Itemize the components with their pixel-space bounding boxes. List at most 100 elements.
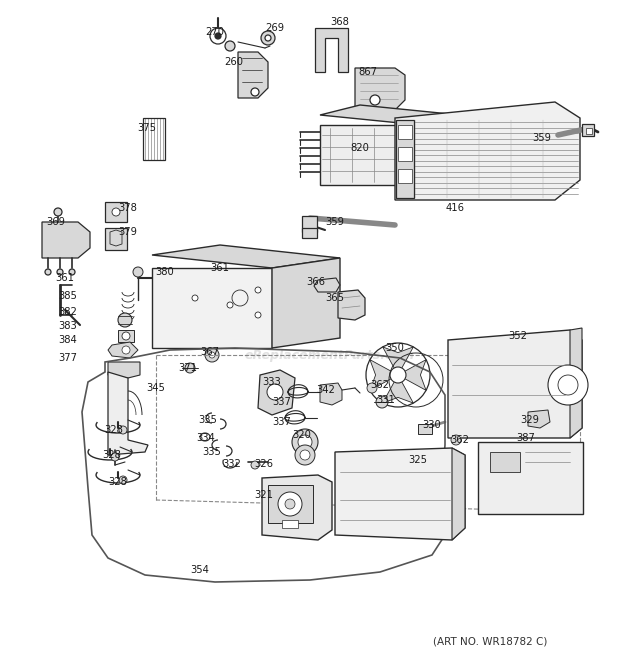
- FancyBboxPatch shape: [478, 442, 583, 514]
- Text: 330: 330: [423, 420, 441, 430]
- Text: 345: 345: [146, 383, 166, 393]
- Text: 321: 321: [254, 490, 273, 500]
- Circle shape: [192, 295, 198, 301]
- Circle shape: [267, 384, 283, 400]
- Text: 382: 382: [58, 307, 78, 317]
- Polygon shape: [448, 330, 582, 438]
- Circle shape: [133, 267, 143, 277]
- Polygon shape: [355, 68, 405, 110]
- Polygon shape: [338, 290, 365, 320]
- Text: 326: 326: [254, 459, 273, 469]
- Text: 325: 325: [409, 455, 428, 465]
- Text: 332: 332: [223, 459, 241, 469]
- Circle shape: [251, 461, 259, 469]
- Text: 333: 333: [263, 377, 281, 387]
- Circle shape: [255, 287, 261, 293]
- Polygon shape: [262, 475, 332, 540]
- Circle shape: [278, 492, 302, 516]
- Circle shape: [292, 429, 318, 455]
- Polygon shape: [314, 278, 340, 292]
- Text: 375: 375: [138, 123, 156, 133]
- Polygon shape: [315, 28, 348, 72]
- Text: 328: 328: [102, 450, 122, 460]
- Polygon shape: [108, 342, 138, 358]
- Text: 368: 368: [330, 17, 350, 27]
- Text: 385: 385: [58, 291, 78, 301]
- Text: 820: 820: [350, 143, 370, 153]
- Text: 352: 352: [508, 331, 528, 341]
- Text: 387: 387: [516, 433, 536, 443]
- Polygon shape: [108, 362, 140, 378]
- Circle shape: [225, 41, 235, 51]
- Text: 269: 269: [265, 23, 285, 33]
- Text: 329: 329: [521, 415, 539, 425]
- Text: 383: 383: [59, 321, 78, 331]
- Circle shape: [118, 313, 132, 327]
- Text: 380: 380: [156, 267, 174, 277]
- Polygon shape: [320, 105, 460, 125]
- Text: 362: 362: [451, 435, 469, 445]
- Circle shape: [300, 450, 310, 460]
- FancyBboxPatch shape: [118, 330, 134, 342]
- Polygon shape: [370, 360, 398, 391]
- Circle shape: [122, 332, 130, 340]
- Polygon shape: [110, 230, 122, 246]
- Text: 350: 350: [386, 343, 404, 353]
- Text: 320: 320: [293, 430, 311, 440]
- Circle shape: [265, 35, 271, 41]
- Polygon shape: [452, 448, 465, 540]
- Polygon shape: [395, 102, 580, 200]
- Text: 867: 867: [358, 67, 378, 77]
- Circle shape: [45, 269, 51, 275]
- Text: 366: 366: [306, 277, 326, 287]
- Polygon shape: [152, 268, 272, 348]
- Text: 359: 359: [533, 133, 552, 143]
- FancyBboxPatch shape: [490, 452, 520, 472]
- FancyBboxPatch shape: [105, 228, 127, 250]
- FancyBboxPatch shape: [586, 128, 592, 134]
- Polygon shape: [238, 52, 268, 98]
- Text: 337: 337: [273, 417, 291, 427]
- Circle shape: [185, 363, 195, 373]
- FancyBboxPatch shape: [418, 424, 432, 434]
- Polygon shape: [42, 222, 90, 258]
- Circle shape: [54, 208, 62, 216]
- Text: 335: 335: [198, 415, 218, 425]
- Text: 361: 361: [56, 273, 74, 283]
- FancyBboxPatch shape: [398, 125, 412, 139]
- Circle shape: [209, 352, 215, 358]
- Circle shape: [122, 346, 130, 354]
- Polygon shape: [320, 383, 342, 405]
- Circle shape: [451, 435, 461, 445]
- FancyBboxPatch shape: [396, 120, 414, 198]
- FancyBboxPatch shape: [582, 124, 594, 136]
- Circle shape: [111, 453, 119, 461]
- Circle shape: [215, 33, 221, 39]
- Text: 384: 384: [59, 335, 78, 345]
- Text: 362: 362: [371, 380, 389, 390]
- Text: 354: 354: [190, 565, 210, 575]
- Polygon shape: [258, 370, 295, 415]
- Text: 328: 328: [105, 425, 123, 435]
- Circle shape: [112, 208, 120, 216]
- Circle shape: [255, 312, 261, 318]
- Text: 328: 328: [108, 477, 128, 487]
- Text: 365: 365: [326, 293, 345, 303]
- Text: 337: 337: [273, 397, 291, 407]
- Circle shape: [376, 396, 388, 408]
- Circle shape: [261, 31, 275, 45]
- Text: 270: 270: [205, 27, 224, 37]
- Text: 334: 334: [197, 433, 215, 443]
- FancyBboxPatch shape: [302, 228, 317, 238]
- Text: 378: 378: [118, 203, 138, 213]
- Text: 416: 416: [446, 203, 464, 213]
- FancyBboxPatch shape: [398, 169, 412, 183]
- Polygon shape: [335, 448, 465, 540]
- Circle shape: [390, 367, 406, 383]
- Circle shape: [295, 445, 315, 465]
- Circle shape: [227, 302, 233, 308]
- Circle shape: [370, 95, 380, 105]
- Polygon shape: [383, 375, 414, 403]
- FancyBboxPatch shape: [282, 520, 298, 528]
- Circle shape: [548, 365, 588, 405]
